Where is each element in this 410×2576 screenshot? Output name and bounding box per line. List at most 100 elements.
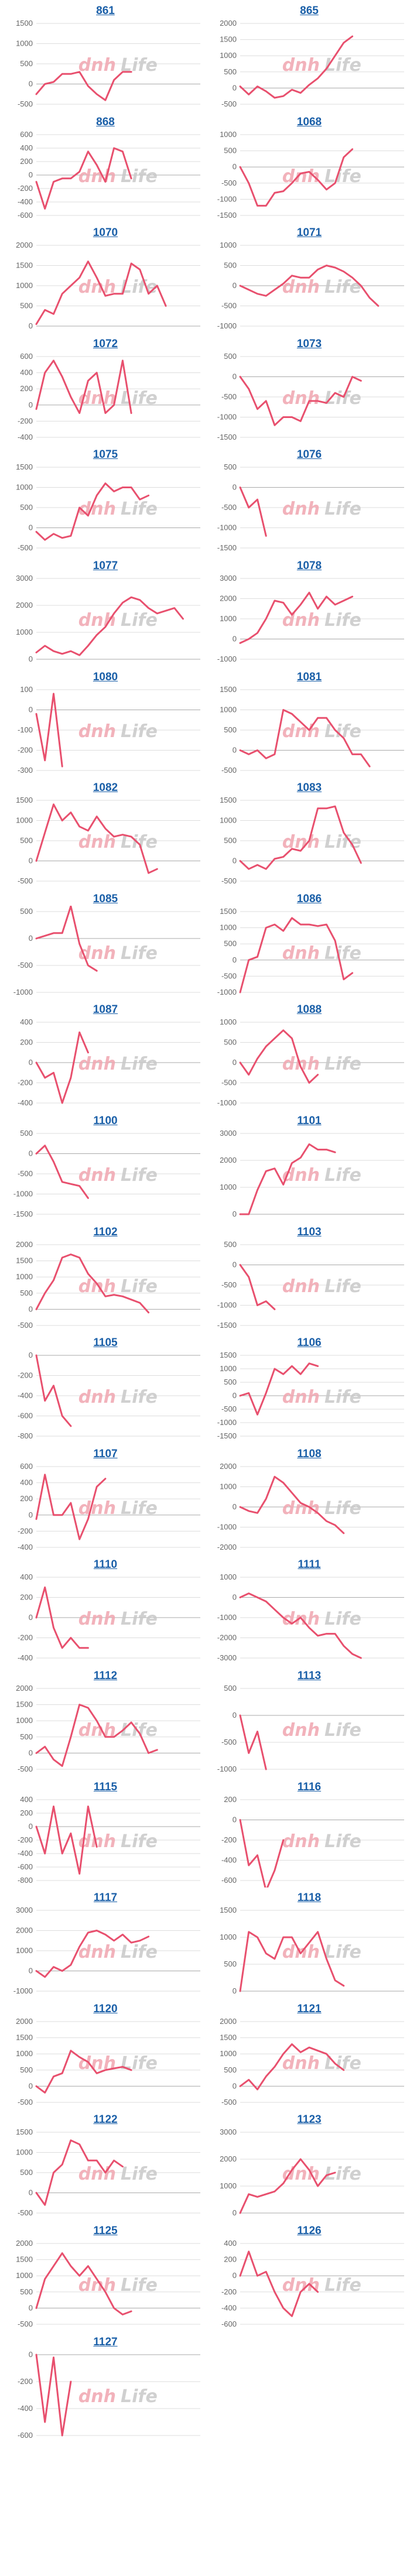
- chart-title-link[interactable]: 1112: [93, 1670, 118, 1682]
- chart-title-link[interactable]: 1070: [93, 227, 118, 239]
- chart-panel-1085: 1085 -1000 -500 0 500 dnh Life: [6, 888, 205, 999]
- chart-title-link[interactable]: 1083: [296, 782, 322, 794]
- watermark-left-text: dnh: [282, 1831, 320, 1852]
- chart-title-link[interactable]: 1111: [298, 1558, 321, 1571]
- chart-title-link[interactable]: 1068: [296, 115, 322, 128]
- series-line: [35, 1704, 158, 1767]
- watermark-left-text: dnh: [282, 1720, 320, 1741]
- y-tick-label: 400: [224, 2239, 237, 2248]
- watermark-right-text: Life: [121, 166, 158, 187]
- y-tick-label: 500: [224, 261, 237, 270]
- y-tick-label: 0: [29, 523, 33, 532]
- y-tick-label: 2000: [16, 241, 33, 249]
- chart-title-link[interactable]: 1116: [297, 1780, 322, 1793]
- chart-title-link[interactable]: 861: [96, 5, 115, 17]
- watermark-logo: dnh Life: [282, 1165, 361, 1186]
- series-line: [239, 1475, 345, 1534]
- line-chart: -600 -400 -200 0 200 400 600 dnh Life: [18, 130, 200, 220]
- chart-title-link[interactable]: 1087: [93, 1003, 118, 1016]
- watermark-logo: dnh Life: [282, 2053, 361, 2074]
- watermark-logo: dnh Life: [282, 1609, 361, 1629]
- y-tick-label: 0: [233, 372, 237, 381]
- chart-panel-1108: 1108 -2000 -1000 0 1000 2000 dnh Life: [210, 1443, 409, 1554]
- y-tick-label: 0: [29, 321, 33, 330]
- chart-title-link[interactable]: 1078: [296, 560, 322, 572]
- chart-title-link[interactable]: 1107: [93, 1447, 118, 1460]
- chart-title-link[interactable]: 1120: [93, 2002, 118, 2015]
- chart-panel-1111: 1111 -3000 -2000 -1000 0 1000 dnh Life: [210, 1554, 409, 1665]
- chart-title-link[interactable]: 1085: [93, 892, 118, 905]
- chart-title-link[interactable]: 1108: [297, 1447, 322, 1460]
- y-tick-label: 0: [233, 1593, 237, 1602]
- watermark-right-text: Life: [121, 1276, 158, 1297]
- chart-title-link[interactable]: 1072: [93, 337, 118, 350]
- chart-title-link[interactable]: 1080: [93, 670, 118, 683]
- series-line: [239, 1143, 336, 1215]
- chart-title-link[interactable]: 1076: [296, 448, 322, 461]
- series-line: [35, 2049, 132, 2094]
- series-line: [35, 482, 150, 542]
- chart-title-link[interactable]: 1125: [93, 2225, 118, 2237]
- y-tick-label: 0: [29, 1058, 33, 1067]
- chart-title-link[interactable]: 868: [96, 115, 115, 128]
- watermark-left-text: dnh: [78, 832, 116, 852]
- y-tick-label: -1000: [217, 1418, 237, 1427]
- series-line: [35, 1145, 89, 1199]
- y-tick-label: 500: [224, 352, 237, 361]
- watermark-left-text: dnh: [78, 55, 116, 76]
- chart-title-link[interactable]: 1073: [296, 337, 322, 350]
- chart-title-link[interactable]: 1115: [93, 1780, 118, 1793]
- chart-title-link[interactable]: 1122: [93, 2113, 118, 2126]
- y-tick-label: -200: [18, 184, 33, 193]
- watermark-logo: dnh Life: [282, 388, 361, 409]
- y-tick-label: 1500: [16, 463, 33, 471]
- watermark-right-text: Life: [121, 1609, 158, 1629]
- watermark-left-text: dnh: [78, 721, 116, 742]
- chart-title-link[interactable]: 1118: [297, 1892, 322, 1904]
- chart-title-link[interactable]: 1113: [297, 1670, 322, 1682]
- chart-title-link[interactable]: 1088: [296, 1003, 322, 1016]
- y-tick-label: -1000: [217, 1522, 237, 1531]
- line-chart: -1000 -500 0 500 dnh Life: [13, 905, 200, 996]
- chart-title-link[interactable]: 1123: [297, 2113, 322, 2126]
- y-tick-label: 1000: [16, 1946, 33, 1955]
- watermark-logo: dnh Life: [78, 388, 158, 409]
- chart-title-link[interactable]: 1126: [297, 2225, 322, 2237]
- watermark-right-text: Life: [121, 1498, 158, 1519]
- chart-title-link[interactable]: 1105: [93, 1337, 118, 1349]
- y-tick-label: 0: [233, 1391, 237, 1400]
- y-tick-label: 0: [29, 1304, 33, 1313]
- series-line: [239, 35, 354, 99]
- chart-title-link[interactable]: 1081: [296, 670, 322, 683]
- chart-title-link[interactable]: 1121: [297, 2002, 322, 2015]
- chart-panel-1112: 1112 -500 0 500 1000 1500 2000 dnh Life: [6, 1665, 205, 1776]
- y-tick-label: -1500: [217, 543, 237, 552]
- series-line: [239, 1263, 276, 1310]
- chart-title-link[interactable]: 1077: [93, 560, 118, 572]
- chart-title-link[interactable]: 865: [300, 5, 319, 17]
- chart-title-link[interactable]: 1086: [296, 892, 322, 905]
- watermark-right-text: Life: [121, 1054, 158, 1074]
- chart-title-link[interactable]: 1127: [93, 2335, 118, 2348]
- y-tick-label: 0: [233, 1986, 237, 1995]
- y-tick-label: 0: [29, 857, 33, 865]
- chart-title-link[interactable]: 1082: [93, 782, 118, 794]
- chart-title-link[interactable]: 1100: [93, 1115, 118, 1127]
- line-chart: 0 1000 2000 3000 dnh Life: [220, 2128, 404, 2217]
- y-tick-label: -200: [221, 2287, 237, 2296]
- chart-title-link[interactable]: 1102: [93, 1225, 118, 1238]
- watermark-logo: dnh Life: [282, 832, 361, 852]
- chart-title-link[interactable]: 1106: [297, 1337, 322, 1349]
- line-chart: -500 0 500 1000 1500 dnh Life: [16, 463, 200, 552]
- chart-title-link[interactable]: 1101: [297, 1115, 322, 1127]
- chart-title-link[interactable]: 1071: [296, 227, 322, 239]
- line-chart: -400 -200 0 200 400 dnh Life: [18, 1018, 200, 1107]
- chart-title-link[interactable]: 1117: [93, 1892, 118, 1904]
- chart-title-link[interactable]: 1075: [93, 448, 118, 461]
- chart-title-link[interactable]: 1110: [93, 1558, 118, 1571]
- series-line: [239, 2158, 336, 2214]
- chart-title-link[interactable]: 1103: [297, 1225, 322, 1238]
- line-chart: -400 -200 0 200 400 dnh Life: [18, 1573, 200, 1662]
